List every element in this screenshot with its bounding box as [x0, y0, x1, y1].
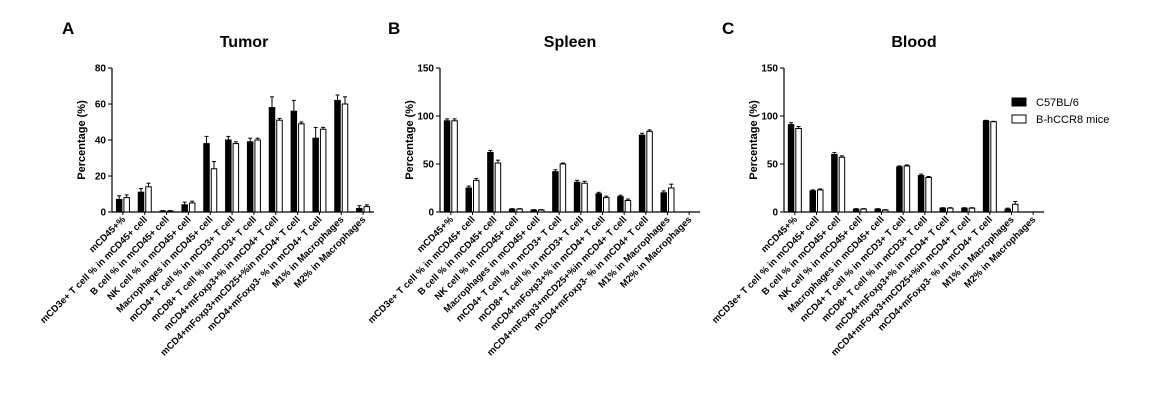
- bar-c57bl6: [443, 120, 451, 213]
- bar-c57bl6: [961, 207, 968, 213]
- legend-label-bhccr8: B-hCCR8 mice: [1036, 114, 1109, 126]
- y-tick-label: 50: [767, 160, 779, 171]
- bar-bhccr8: [646, 130, 653, 213]
- bar-bhccr8: [363, 206, 371, 213]
- bar-c57bl6: [465, 187, 472, 213]
- y-axis-label: Percentage (%): [404, 100, 416, 180]
- bar-c57bl6: [874, 208, 881, 213]
- bar-bhccr8: [990, 121, 997, 213]
- chart-title: Blood: [891, 34, 936, 51]
- bar-c57bl6: [356, 207, 363, 213]
- y-axis-label: Percentage (%): [76, 100, 88, 180]
- bar-bhccr8: [668, 187, 675, 213]
- bar-c57bl6: [225, 139, 232, 213]
- legend-swatch-c57bl6: [1011, 97, 1027, 107]
- bar-c57bl6: [159, 210, 167, 213]
- bar-bhccr8: [298, 123, 305, 213]
- bar-c57bl6: [246, 141, 254, 213]
- bar-c57bl6: [638, 134, 646, 213]
- y-tick-label: 50: [423, 160, 435, 171]
- bar-c57bl6: [334, 99, 341, 213]
- legend: C57BL/6 B-hCCR8 mice: [1011, 97, 1109, 126]
- bar-bhccr8: [947, 207, 954, 213]
- panel-letter: B: [388, 19, 400, 38]
- chart-title: Spleen: [544, 34, 596, 51]
- bar-bhccr8: [795, 127, 802, 213]
- bar-bhccr8: [254, 139, 261, 213]
- bar-bhccr8: [210, 168, 218, 213]
- y-tick-label: 0: [428, 208, 434, 219]
- bar-bhccr8: [925, 176, 932, 213]
- y-tick-label: 150: [761, 64, 778, 75]
- bar-bhccr8: [188, 202, 196, 213]
- bar-bhccr8: [451, 120, 458, 213]
- bar-c57bl6: [982, 120, 990, 213]
- y-axis-label: Percentage (%): [748, 100, 760, 180]
- bar-c57bl6: [508, 208, 516, 213]
- bar-c57bl6: [530, 209, 537, 213]
- bar-bhccr8: [232, 143, 240, 213]
- y-tick-label: 20: [95, 172, 107, 183]
- bar-c57bl6: [268, 107, 276, 213]
- bar-bhccr8: [341, 103, 349, 213]
- bar-bhccr8: [494, 162, 502, 213]
- bar-bhccr8: [817, 189, 824, 213]
- bar-c57bl6: [115, 198, 123, 213]
- y-tick-label: 100: [417, 112, 434, 123]
- bar-bhccr8: [123, 197, 130, 213]
- bar-c57bl6: [787, 124, 795, 213]
- bar-c57bl6: [896, 166, 903, 213]
- bar-c57bl6: [809, 190, 816, 213]
- bar-c57bl6: [917, 175, 925, 213]
- bar-c57bl6: [573, 181, 581, 213]
- bar-c57bl6: [552, 171, 559, 213]
- bar-bhccr8: [903, 165, 911, 213]
- bar-c57bl6: [290, 110, 298, 213]
- legend-swatch-bhccr8: [1011, 114, 1027, 124]
- bar-bhccr8: [1012, 203, 1019, 213]
- panel-letter: A: [62, 19, 74, 38]
- bar-c57bl6: [617, 196, 624, 213]
- y-tick-label: 100: [761, 112, 778, 123]
- y-tick-label: 40: [95, 136, 107, 147]
- bar-bhccr8: [167, 210, 174, 213]
- bar-bhccr8: [516, 208, 523, 213]
- bar-c57bl6: [831, 153, 838, 213]
- legend-label-c57bl6: C57BL/6: [1036, 97, 1079, 109]
- bar-bhccr8: [276, 119, 283, 213]
- y-tick-label: 0: [772, 208, 778, 219]
- bar-bhccr8: [860, 208, 867, 213]
- bar-bhccr8: [624, 199, 632, 213]
- bar-c57bl6: [852, 208, 860, 213]
- bar-bhccr8: [559, 163, 567, 213]
- y-tick-label: 0: [100, 208, 106, 219]
- bar-bhccr8: [968, 207, 976, 213]
- bar-c57bl6: [312, 137, 319, 213]
- bar-bhccr8: [882, 209, 889, 213]
- bar-c57bl6: [203, 143, 210, 213]
- bar-c57bl6: [487, 151, 494, 213]
- chart-title: Tumor: [220, 34, 269, 51]
- panel-letter: C: [722, 19, 734, 38]
- bar-bhccr8: [473, 179, 480, 213]
- y-tick-label: 150: [417, 64, 434, 75]
- bar-bhccr8: [603, 197, 610, 213]
- bar-c57bl6: [181, 204, 188, 213]
- bar-c57bl6: [660, 192, 667, 213]
- bar-bhccr8: [319, 128, 327, 213]
- bar-c57bl6: [1004, 208, 1011, 213]
- bar-bhccr8: [838, 156, 846, 213]
- bar-c57bl6: [137, 191, 145, 213]
- bar-c57bl6: [939, 207, 946, 213]
- bar-bhccr8: [538, 209, 545, 213]
- bar-bhccr8: [581, 182, 588, 213]
- bar-c57bl6: [595, 193, 602, 213]
- y-tick-label: 80: [95, 64, 107, 75]
- bar-bhccr8: [145, 186, 152, 213]
- y-tick-label: 60: [95, 100, 107, 111]
